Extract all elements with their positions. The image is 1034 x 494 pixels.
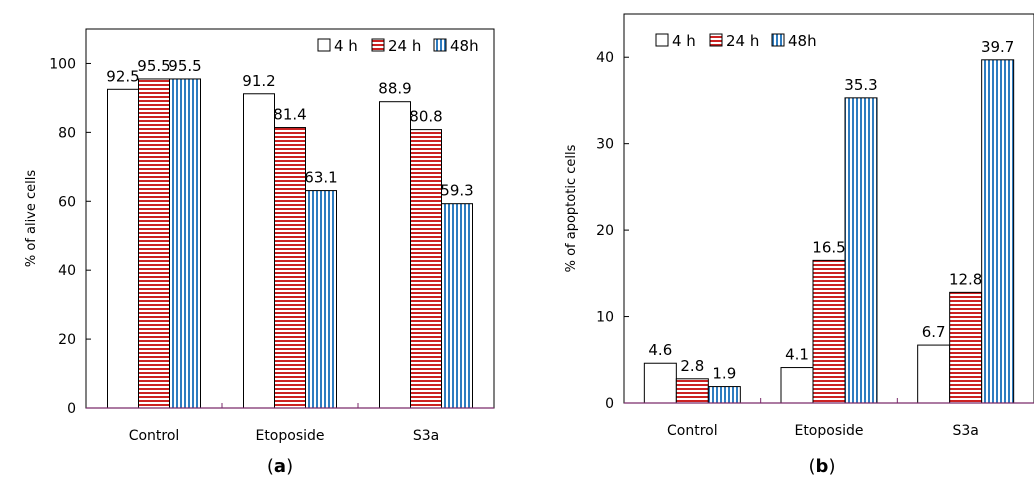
y-axis-title: % of apoptotic cells <box>564 144 579 272</box>
bar-24h <box>138 78 170 409</box>
bar-4h <box>107 88 139 409</box>
bar-24h <box>274 127 306 409</box>
y-tick-label: 10 <box>596 310 614 326</box>
bar-48h <box>169 78 201 409</box>
legend: 4 h 24 h 48h <box>655 32 817 50</box>
x-tick-label: Control <box>667 423 718 439</box>
x-tick-label: S3a <box>413 428 439 444</box>
y-tick-label: 0 <box>605 396 614 412</box>
bar-24h <box>949 291 983 404</box>
data-label: 39.7 <box>981 38 1014 56</box>
legend-entry: 48h <box>450 37 479 55</box>
bar-48h <box>707 386 741 404</box>
bar-4h <box>243 93 275 409</box>
legend-entry: 48h <box>788 32 817 50</box>
y-tick-label: 40 <box>596 50 614 66</box>
legend-entry: 24 h <box>388 37 421 55</box>
y-tick-label: 100 <box>49 56 76 72</box>
y-tick-label: 20 <box>58 332 76 348</box>
data-label: 88.9 <box>378 80 411 98</box>
y-axis-title: % of alive cells <box>24 170 39 268</box>
bar-24h <box>410 129 442 409</box>
bar-4h <box>643 362 677 404</box>
data-label: 91.2 <box>242 72 275 90</box>
bar-48h <box>981 59 1015 404</box>
y-tick-label: 30 <box>596 137 614 153</box>
data-label: 4.1 <box>785 346 809 364</box>
legend-swatch <box>317 38 331 52</box>
data-label: 12.8 <box>949 270 982 288</box>
legend-entry: 4 h <box>334 37 358 55</box>
legend-entry: 24 h <box>726 32 759 50</box>
y-tick-label: 0 <box>67 401 76 417</box>
data-label: 1.9 <box>712 365 736 383</box>
legend: 4 h 24 h 48h <box>317 37 479 55</box>
bar-4h <box>379 101 411 409</box>
data-label: 63.1 <box>304 169 337 187</box>
data-label: 6.7 <box>922 323 946 341</box>
bar-24h <box>675 378 709 404</box>
legend-entry: 4 h <box>672 32 696 50</box>
data-label: 95.5 <box>137 57 170 75</box>
x-tick-label: Etoposide <box>794 423 863 439</box>
bar-4h <box>917 344 951 404</box>
y-tick-label: 40 <box>58 263 76 279</box>
x-tick-label: Control <box>129 428 180 444</box>
data-label: 35.3 <box>844 76 877 94</box>
legend-swatch <box>655 33 669 47</box>
data-label: 95.5 <box>168 57 201 75</box>
bar-48h <box>441 203 473 409</box>
legend-swatch <box>771 33 785 47</box>
data-label: 80.8 <box>409 108 442 126</box>
bar-48h <box>844 97 878 404</box>
data-label: 81.4 <box>273 106 306 124</box>
data-label: 4.6 <box>648 341 672 359</box>
bar-24h <box>812 259 846 404</box>
legend-swatch <box>709 33 723 47</box>
y-tick-label: 20 <box>596 223 614 239</box>
x-tick-label: Etoposide <box>255 428 324 444</box>
data-label: 16.5 <box>812 238 845 256</box>
bar-4h <box>780 367 814 404</box>
y-tick-label: 80 <box>58 125 76 141</box>
data-label: 2.8 <box>680 357 704 375</box>
data-label: 92.5 <box>106 67 139 85</box>
legend-swatch <box>371 38 385 52</box>
panel-label: (b) <box>809 456 836 477</box>
data-label: 59.3 <box>440 182 473 200</box>
y-tick-label: 60 <box>58 194 76 210</box>
chart-panel-b: 0 10 20 30 40 % of apoptotic cells Control 4.6 2… <box>564 13 1034 477</box>
panel-label: (a) <box>267 456 293 477</box>
x-tick-label: S3a <box>952 423 978 439</box>
bar-48h <box>305 190 337 409</box>
legend-swatch <box>433 38 447 52</box>
